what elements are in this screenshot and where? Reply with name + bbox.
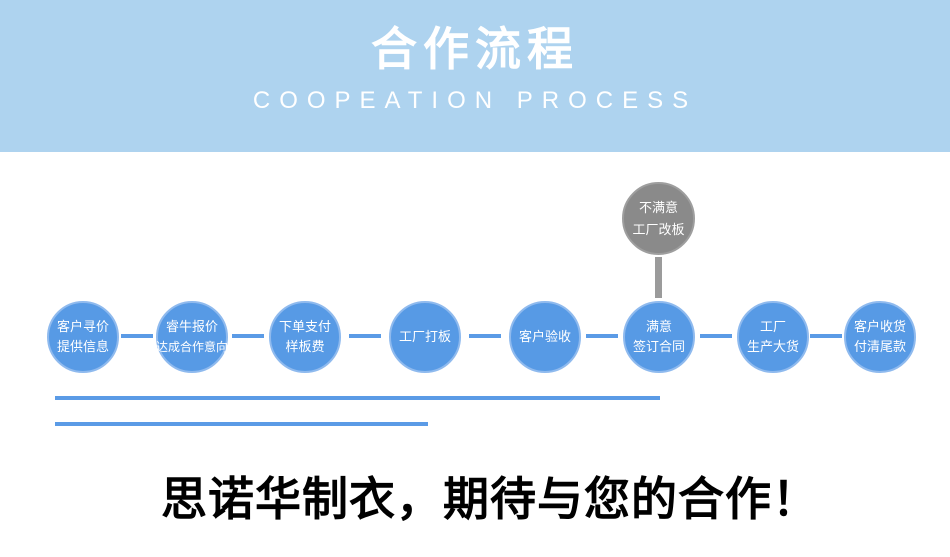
connector-line-5 bbox=[586, 334, 618, 338]
step-label-line2: 达成合作意向 bbox=[156, 340, 229, 354]
feedback-label-line2: 工厂改板 bbox=[632, 221, 685, 237]
step-label-line1: 客户验收 bbox=[518, 329, 571, 344]
step-label-line2: 提供信息 bbox=[56, 339, 109, 354]
step-label-line1: 满意 bbox=[645, 319, 672, 334]
feedback-node-not-satisfied: 不满意 工厂改板 bbox=[622, 182, 695, 255]
step-label-line2: 签订合同 bbox=[632, 339, 685, 354]
connector-line-4 bbox=[469, 334, 501, 338]
connector-line-1 bbox=[121, 334, 153, 338]
step-label-line1: 工厂打板 bbox=[398, 329, 451, 344]
flow-step-customer-inquiry: 客户寻价 提供信息 bbox=[47, 301, 119, 373]
underline-secondary bbox=[55, 422, 428, 426]
step-label-line1: 客户收货 bbox=[853, 319, 906, 334]
flow-step-order-payment: 下单支付 样板费 bbox=[269, 301, 341, 373]
underline-primary bbox=[55, 396, 660, 400]
header-banner: 合作流程 COOPEATION PROCESS bbox=[0, 0, 950, 152]
step-label-line1: 客户寻价 bbox=[56, 319, 109, 334]
step-label-line1: 下单支付 bbox=[278, 319, 331, 334]
step-label-line2: 付清尾款 bbox=[853, 339, 906, 354]
step-label-line1: 睿牛报价 bbox=[165, 319, 218, 334]
flow-step-receive-goods: 客户收货 付清尾款 bbox=[844, 301, 916, 373]
flow-step-bulk-production: 工厂 生产大货 bbox=[737, 301, 809, 373]
step-label-line2: 样板费 bbox=[285, 339, 325, 354]
page-subtitle: COOPEATION PROCESS bbox=[252, 86, 698, 114]
connector-line-3 bbox=[349, 334, 381, 338]
footer-tagline: 思诺华制衣，期待与您的合作！ bbox=[161, 474, 819, 525]
feedback-connector-line bbox=[655, 257, 662, 298]
step-label-line1: 工厂 bbox=[759, 319, 786, 334]
connector-line-6 bbox=[700, 334, 732, 338]
feedback-label-line1: 不满意 bbox=[638, 199, 678, 215]
connector-line-7 bbox=[810, 334, 842, 338]
connector-line-2 bbox=[232, 334, 264, 338]
page-title: 合作流程 bbox=[371, 23, 579, 75]
flow-step-factory-sample: 工厂打板 bbox=[389, 301, 461, 373]
flow-step-quote: 睿牛报价 达成合作意向 bbox=[156, 301, 228, 373]
flow-step-customer-acceptance: 客户验收 bbox=[509, 301, 581, 373]
step-label-line2: 生产大货 bbox=[746, 339, 799, 354]
flow-step-sign-contract: 满意 签订合同 bbox=[623, 301, 695, 373]
